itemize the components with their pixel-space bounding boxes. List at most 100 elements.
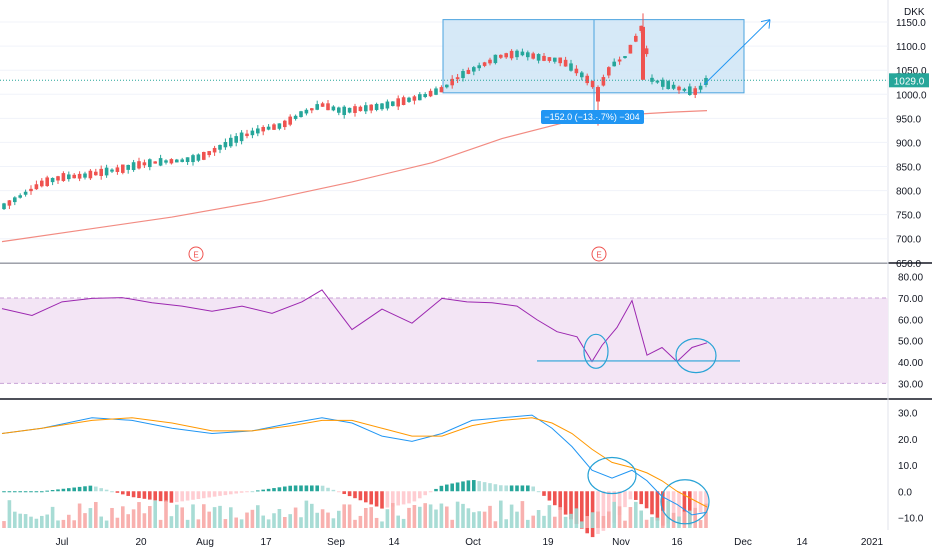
volume-bar	[337, 510, 341, 528]
earnings-marker-label: E	[193, 251, 198, 260]
candle-body	[461, 71, 465, 79]
macd-histogram-bar	[126, 491, 130, 496]
candle-body	[445, 84, 449, 88]
macd-histogram-bar	[293, 485, 298, 492]
candle-body	[439, 87, 444, 93]
macd-histogram-bar	[77, 486, 82, 492]
volume-bar	[110, 507, 114, 528]
candle-body	[121, 164, 125, 173]
candle-body	[110, 169, 114, 172]
candle-body	[644, 48, 649, 55]
volume-bar	[504, 519, 508, 528]
macd-histogram-bar	[401, 491, 406, 505]
candle-body	[2, 203, 6, 210]
volume-bar	[347, 504, 352, 528]
volume-bar	[115, 517, 120, 528]
candle-body	[455, 77, 460, 80]
candle-body	[148, 159, 152, 168]
volume-bar	[326, 512, 330, 528]
macd-histogram-bar	[547, 491, 552, 501]
volume-bar	[153, 500, 157, 528]
macd-histogram-bar	[234, 491, 238, 494]
volume-bar	[520, 501, 525, 528]
volume-bar	[661, 510, 665, 528]
volume-bar	[563, 516, 568, 528]
volume-bar	[331, 518, 336, 528]
candle-body	[191, 155, 195, 163]
macd-histogram-bar	[698, 491, 703, 513]
candle-body	[590, 80, 595, 88]
candle-body	[661, 79, 665, 87]
macd-histogram-bar	[99, 488, 103, 492]
volume-bar	[531, 515, 535, 528]
volume-bar	[466, 508, 471, 528]
candle-body	[515, 50, 519, 58]
macd-panel[interactable]	[1, 414, 710, 538]
macd-histogram-bar	[202, 491, 206, 499]
volume-bar	[61, 519, 66, 528]
macd-histogram-bar	[369, 491, 373, 505]
price-tick-label: 1150.0	[896, 18, 926, 29]
volume-bar	[239, 519, 244, 528]
price-tick-label: 1000.0	[896, 90, 927, 101]
volume-bar	[477, 511, 481, 528]
macd-histogram-bar	[7, 491, 12, 493]
rsi-tick-label: 80.00	[898, 273, 923, 284]
candle-body	[563, 59, 568, 67]
signal-line	[1, 417, 708, 508]
macd-histogram-bar	[67, 488, 71, 492]
macd-histogram-bar	[385, 491, 390, 508]
macd-histogram-bar	[256, 490, 260, 492]
candle-body	[310, 108, 314, 111]
volume-bar	[218, 505, 222, 528]
x-tick-label: 14	[796, 537, 808, 548]
candle-body	[353, 106, 357, 113]
price-tick-label: 850.0	[896, 163, 921, 174]
volume-bar	[553, 516, 557, 528]
candle-body	[612, 61, 616, 67]
macd-histogram-bar	[499, 485, 503, 492]
volume-bar	[169, 516, 174, 528]
volume-bar	[126, 514, 130, 528]
macd-histogram-bar	[337, 491, 341, 493]
macd-histogram-bar	[644, 491, 649, 509]
rsi-panel[interactable]	[0, 289, 888, 384]
candle-body	[396, 98, 400, 107]
volume-bar	[639, 510, 643, 528]
macd-histogram-bar	[50, 490, 55, 492]
measure-label-bg	[541, 110, 644, 124]
candle-body	[693, 88, 697, 95]
macd-histogram-bar	[466, 480, 471, 492]
price-tick-label: 700.0	[896, 235, 921, 246]
candle-body	[61, 173, 66, 181]
macd-histogram-bar	[482, 482, 487, 492]
macd-histogram-bar	[358, 491, 363, 501]
price-panel[interactable]: −152.0 (−13.·.7%) −304 E E	[0, 13, 888, 262]
candle-body	[337, 107, 341, 113]
macd-histogram-bar	[61, 488, 66, 492]
candle-body	[493, 54, 498, 64]
volume-bar	[99, 516, 103, 528]
volume-bar	[542, 515, 546, 528]
candle-body-gap	[596, 87, 600, 102]
candle-body	[412, 96, 417, 101]
macd-histogram-bar	[40, 491, 44, 493]
volume-bar	[472, 512, 476, 528]
candle-body	[266, 126, 271, 130]
macd-histogram-bar	[601, 491, 606, 531]
macd-histogram-bar	[326, 487, 330, 492]
volume-bar	[7, 500, 12, 528]
volume-bar	[229, 507, 233, 528]
candle-body	[272, 124, 276, 130]
volume-bar	[704, 503, 708, 528]
volume-bar	[580, 521, 584, 528]
candle-body	[553, 57, 557, 62]
candle-body	[202, 151, 206, 160]
volume-bar	[601, 515, 606, 528]
candle-body	[623, 56, 627, 59]
volume-bar	[628, 507, 633, 528]
macd-histogram-bar	[439, 485, 444, 492]
volume-bar	[558, 507, 562, 528]
